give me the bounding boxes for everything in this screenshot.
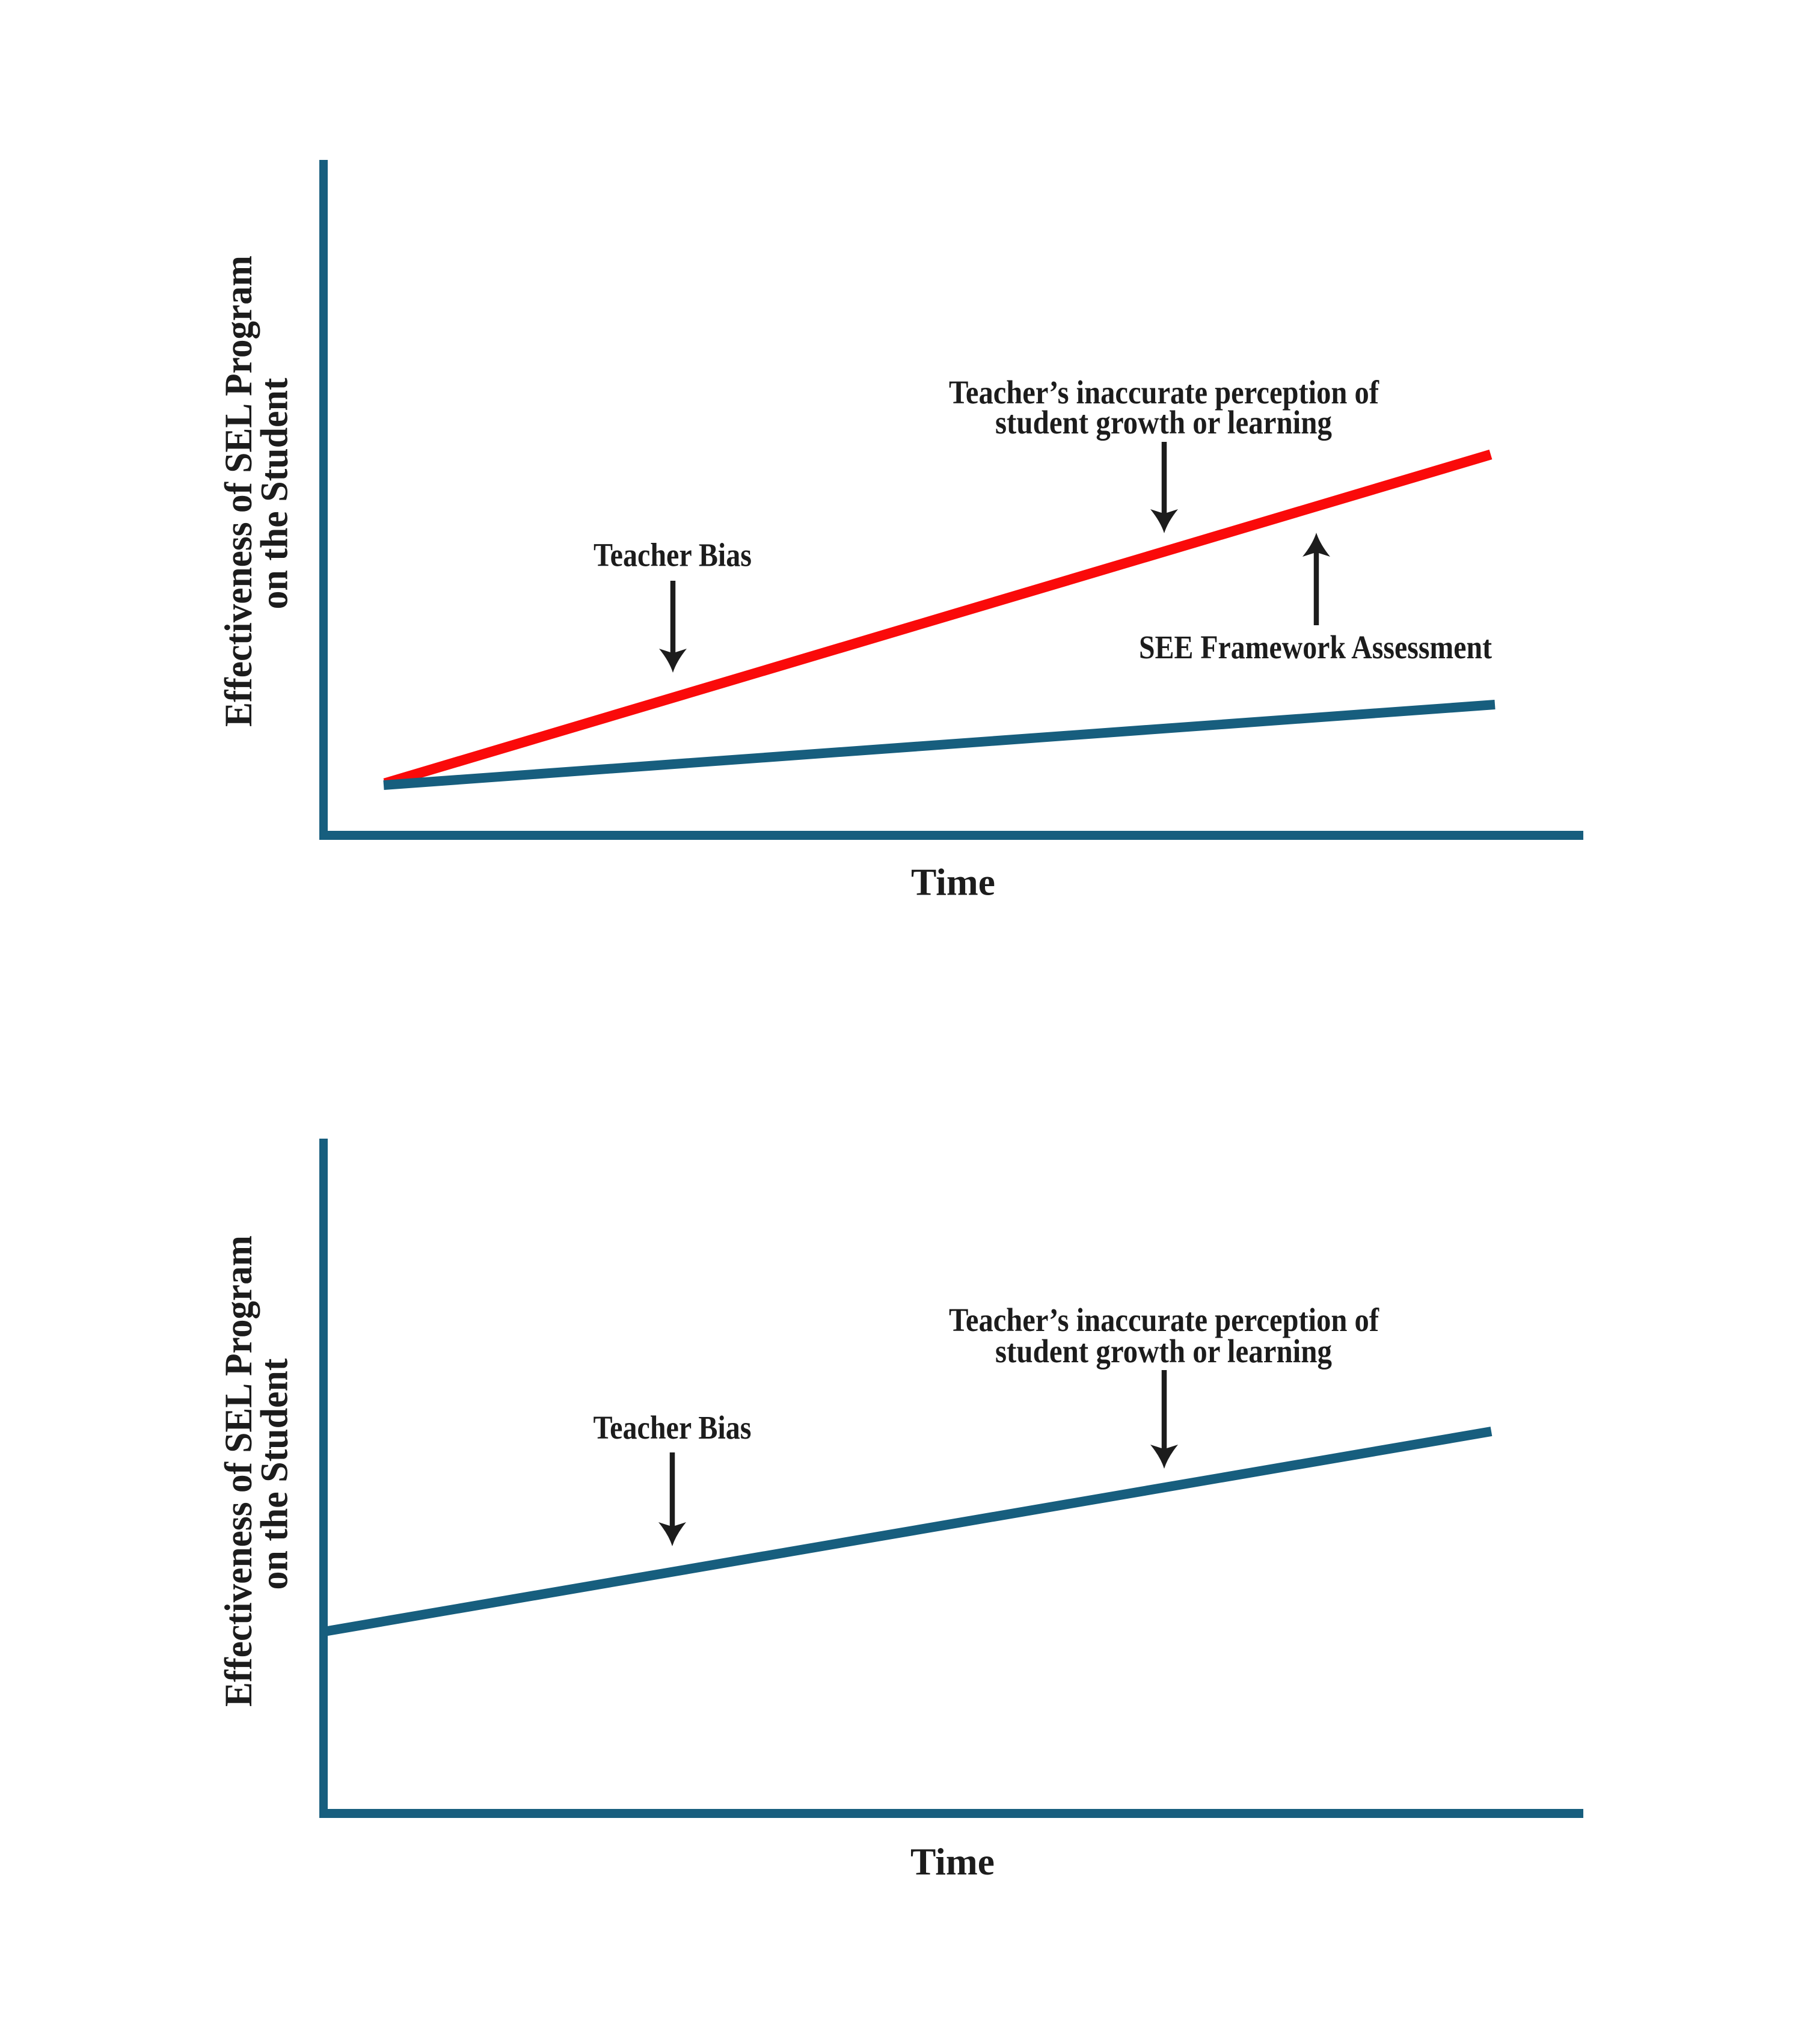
svg-text:Effectiveness of SEL Program: Effectiveness of SEL Program bbox=[217, 1235, 260, 1707]
svg-text:on the Student: on the Student bbox=[253, 378, 296, 609]
svg-text:Effectiveness of SEL Program: Effectiveness of SEL Program bbox=[217, 256, 260, 727]
svg-text:student growth or learning: student growth or learning bbox=[995, 1333, 1332, 1369]
svg-text:Time: Time bbox=[911, 861, 995, 904]
svg-text:Teacher Bias: Teacher Bias bbox=[594, 1409, 752, 1446]
svg-text:Time: Time bbox=[910, 1841, 995, 1883]
svg-text:Teacher’s inaccurate perceptio: Teacher’s inaccurate perception of bbox=[949, 374, 1379, 411]
svg-text:Teacher Bias: Teacher Bias bbox=[594, 537, 752, 574]
svg-text:on the Student: on the Student bbox=[253, 1358, 296, 1590]
svg-text:SEE Framework Assessment: SEE Framework Assessment bbox=[1139, 629, 1493, 666]
svg-text:Teacher’s inaccurate perceptio: Teacher’s inaccurate perception of bbox=[949, 1302, 1379, 1338]
svg-text:student growth or learning: student growth or learning bbox=[995, 404, 1332, 441]
